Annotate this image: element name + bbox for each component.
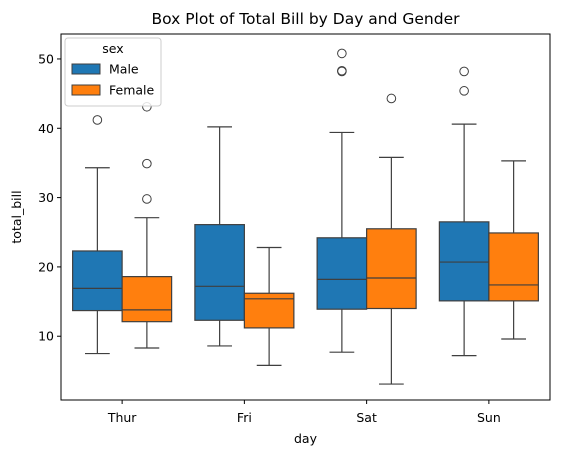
box-female (488, 232, 539, 302)
x-tick-label: Sun (477, 410, 501, 425)
y-tick-label: 50 (38, 51, 54, 66)
box-female (366, 228, 417, 310)
x-tick-label: Fri (237, 410, 252, 425)
box-male (72, 250, 123, 312)
y-tick-label: 30 (38, 190, 54, 205)
box-male (316, 237, 368, 310)
x-tick-label: Sat (356, 410, 377, 425)
x-axis-label: day (294, 431, 318, 446)
legend-label-female: Female (109, 83, 155, 98)
box-male (194, 224, 245, 321)
legend-title: sex (102, 41, 123, 56)
legend-swatch-male (71, 63, 101, 75)
y-axis-label: total_bill (9, 190, 24, 243)
y-tick-label: 20 (38, 259, 54, 274)
outlier-male (92, 115, 103, 125)
y-tick-label: 10 (38, 329, 54, 344)
legend-label-male: Male (109, 62, 139, 77)
chart-title: Box Plot of Total Bill by Day and Gender (151, 10, 460, 28)
outlier-female (142, 194, 152, 204)
plot-frame (60, 33, 551, 401)
box-male (438, 221, 490, 302)
outlier-male (337, 65, 347, 76)
x-tick-label: Thur (107, 410, 137, 425)
y-tick-label: 40 (38, 121, 54, 136)
box-female (121, 276, 173, 323)
outlier-male (337, 48, 347, 59)
outlier-female (386, 93, 397, 104)
outlier-male (459, 86, 469, 96)
legend-swatch-female (71, 84, 101, 96)
legend: sex Male Female (64, 37, 162, 107)
outlier-female (142, 158, 152, 169)
outlier-male (459, 66, 469, 77)
plot-area: 10 20 30 40 50 Thur Fri Sat Sun (38, 48, 539, 425)
